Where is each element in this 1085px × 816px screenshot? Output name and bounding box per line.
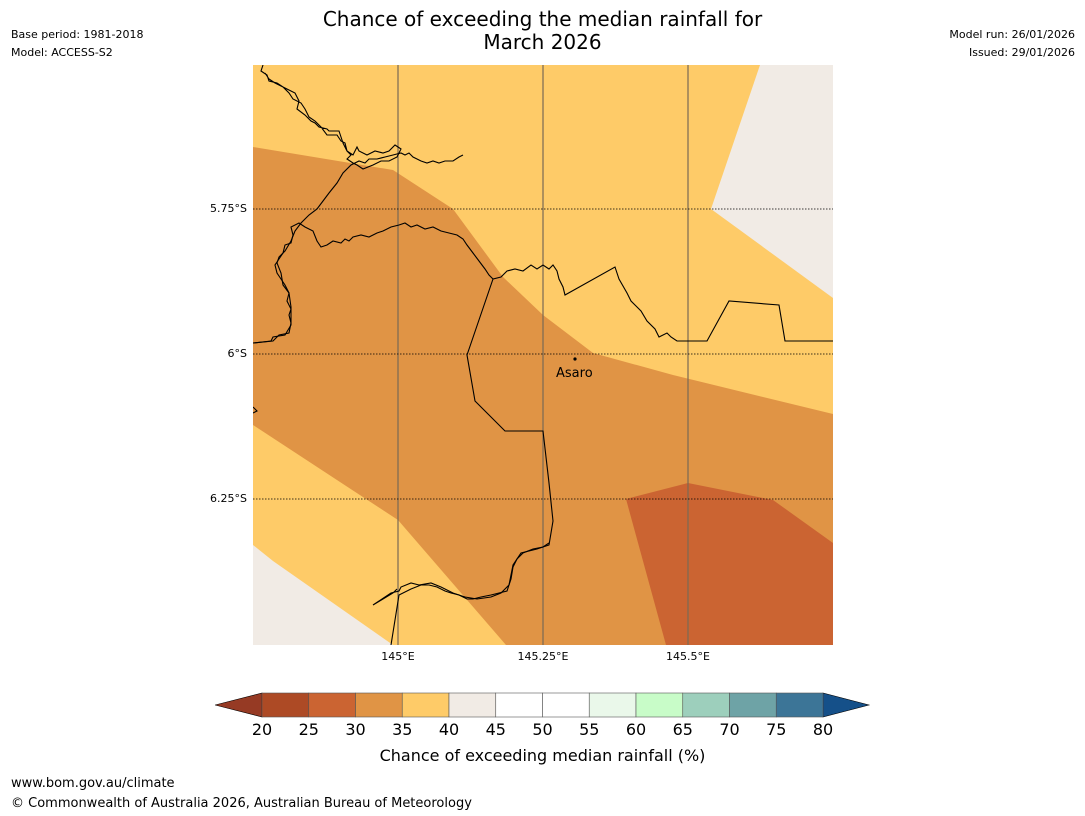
colorbar-segment: [448, 692, 497, 718]
meta-right: Model run: 26/01/2026 Issued: 29/01/2026: [949, 26, 1075, 62]
colorbar-tick: 80: [812, 720, 834, 739]
colorbar-tick: 30: [345, 720, 366, 739]
meta-left: Base period: 1981-2018 Model: ACCESS-S2: [11, 26, 143, 62]
colorbar-segment: [261, 692, 310, 718]
colorbar: [215, 692, 871, 718]
colorbar-tick: 75: [766, 720, 787, 739]
colorbar-tick: 45: [485, 720, 506, 739]
colorbar-tick: 25: [298, 720, 319, 739]
colorbar-tick: 60: [625, 720, 647, 739]
colorbar-segment: [308, 692, 356, 718]
lon-label-145-5e: 145.5°E: [666, 650, 710, 663]
province-border-west-edge: [253, 406, 258, 414]
place-label-asaro: Asaro: [556, 366, 593, 381]
colorbar-segment: [588, 692, 637, 718]
colorbar-segment: [775, 692, 824, 718]
colorbar-segment: [729, 692, 777, 718]
colorbar-tick: 70: [719, 720, 740, 739]
colorbar-under-arrow: [215, 692, 263, 718]
colorbar-segment: [682, 692, 730, 718]
lon-label-145e: 145°E: [381, 650, 415, 663]
model-name: Model: ACCESS-S2: [11, 46, 113, 59]
title-line-1: Chance of exceeding the median rainfall …: [322, 7, 763, 31]
colorbar-tick: 50: [532, 720, 553, 739]
colorbar-tick: 55: [579, 720, 600, 739]
colorbar-tick: 35: [392, 720, 413, 739]
colorbar-segment: [635, 692, 684, 718]
province-border-central: [253, 222, 833, 344]
colorbar-segment: [542, 692, 590, 718]
zone-40-45-top-right: [711, 65, 833, 298]
zone-25-30: [626, 483, 833, 645]
issued-date: Issued: 29/01/2026: [968, 46, 1075, 59]
rainfall-map: [253, 65, 833, 645]
colorbar-segment: [495, 692, 543, 718]
province-border-south: [372, 278, 554, 606]
colorbar-label: Chance of exceeding median rainfall (%): [379, 746, 706, 765]
colorbar-tick: 40: [438, 720, 460, 739]
colorbar-tick: 20: [251, 720, 273, 739]
asaro-marker: [573, 357, 577, 361]
lat-label-6-25s: 6.25°S: [210, 492, 247, 505]
model-run: Model run: 26/01/2026: [949, 28, 1075, 41]
colorbar-tick: 65: [672, 720, 693, 739]
zone-40-45-bottom-left: [253, 545, 393, 645]
colorbar-segment: [401, 692, 450, 718]
lat-label-5-75s: 5.75°S: [210, 202, 247, 215]
colorbar-segment: [355, 692, 403, 718]
province-border-north: [260, 65, 402, 170]
footer-copyright: © Commonwealth of Australia 2026, Austra…: [11, 796, 472, 811]
base-period: Base period: 1981-2018: [11, 28, 144, 41]
lat-label-6s: 6°S: [227, 347, 247, 360]
chart-title: Chance of exceeding the median rainfall …: [0, 8, 1085, 54]
province-border-west-loop: [253, 152, 464, 344]
footer-url[interactable]: www.bom.gov.au/climate: [11, 776, 175, 791]
colorbar-over-arrow: [822, 692, 871, 718]
province-border-south-west: [390, 542, 550, 645]
title-line-2: March 2026: [483, 30, 602, 54]
lon-label-145-25e: 145.25°E: [517, 650, 569, 663]
